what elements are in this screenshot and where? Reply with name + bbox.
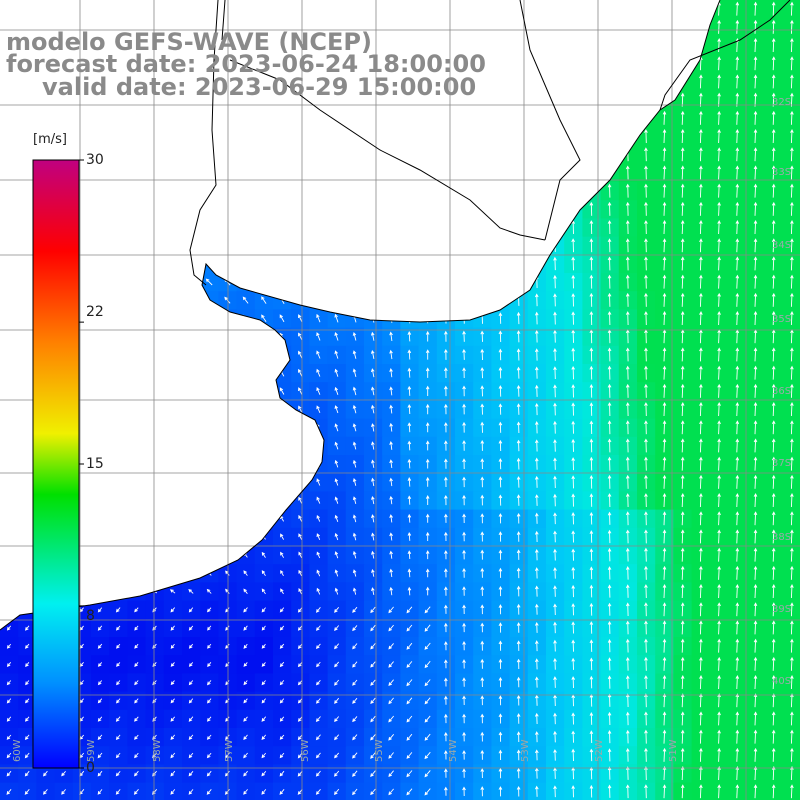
longitude-label: 53W <box>520 739 531 762</box>
colorbar-unit: [m/s] <box>33 132 67 147</box>
latitude-label: 36S <box>772 386 791 397</box>
title-valid-date: valid date: 2023-06-29 15:00:00 <box>42 73 477 101</box>
longitude-label: 55W <box>374 739 385 762</box>
colorbar-tick-label: 15 <box>86 456 104 472</box>
longitude-label: 56W <box>300 739 311 762</box>
latitude-label: 34S <box>772 240 791 251</box>
latitude-label: 38S <box>772 532 791 543</box>
longitude-label: 51W <box>668 739 679 762</box>
latitude-label: 32S <box>772 97 791 108</box>
longitude-label: 59W <box>86 739 97 762</box>
latitude-label: 39S <box>772 604 791 615</box>
longitude-label: 60W <box>12 739 23 762</box>
land-border <box>189 0 791 286</box>
colorbar-tick-label: 22 <box>86 304 104 320</box>
colorbar-tick-label: 30 <box>86 152 104 168</box>
longitude-label: 57W <box>224 739 235 762</box>
longitude-label: 52W <box>594 739 605 762</box>
latitude-label: 33S <box>772 167 791 178</box>
latitude-label: 40S <box>772 676 791 687</box>
coastline <box>0 0 721 631</box>
longitude-label: 58W <box>152 739 163 762</box>
longitude-label: 54W <box>448 739 459 762</box>
colorbar-tick-label: 0 <box>86 760 95 776</box>
colorbar-tick-label: 8 <box>86 608 95 624</box>
colorbar-ticks <box>79 159 84 769</box>
title-model: modelo GEFS-WAVE (NCEP) <box>6 28 372 56</box>
latitude-label: 37S <box>772 458 791 469</box>
colorbar-gradient <box>32 159 80 769</box>
title-forecast-date: forecast date: 2023-06-24 18:00:00 <box>6 50 486 78</box>
latitude-label: 35S <box>772 314 791 325</box>
